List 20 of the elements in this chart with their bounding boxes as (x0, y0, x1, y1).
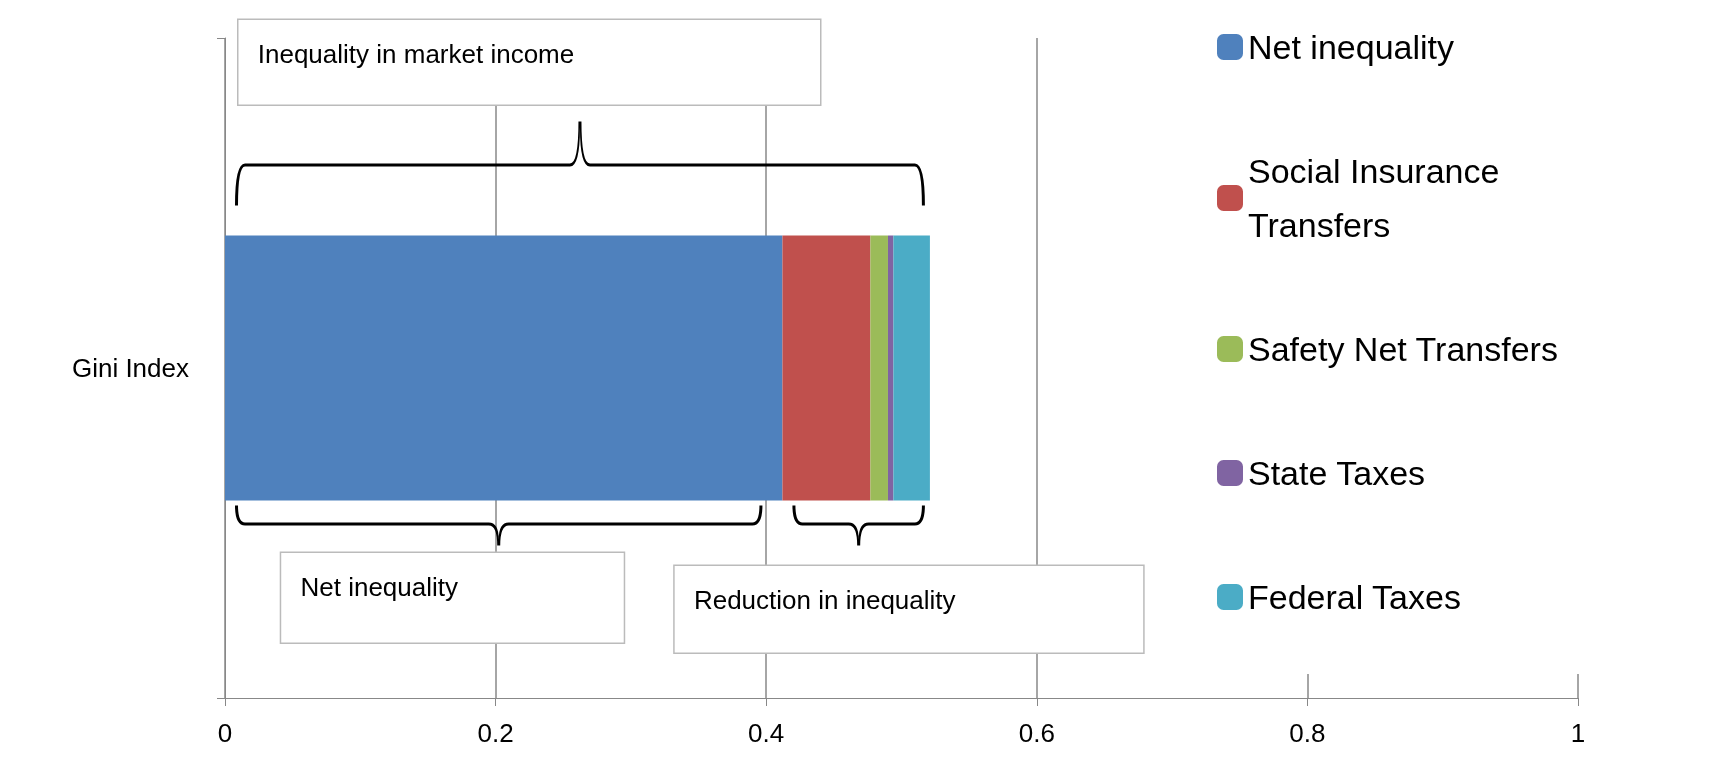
text: Reduction in inequality (693, 585, 956, 616)
legend-label: State Taxes (1248, 454, 1426, 492)
legend-label: Safety Net Transfers (1248, 330, 1558, 368)
legend-label: Social Insurance Transfers (1248, 152, 1509, 244)
x-tick-label: 0.4 (748, 718, 785, 748)
bar (893, 235, 930, 501)
bar (887, 235, 894, 501)
legend-label: Net inequality (1248, 28, 1455, 66)
bar (870, 235, 888, 501)
x-tick-label: 0 (217, 718, 233, 748)
x-tick-label: 0.2 (477, 718, 514, 748)
x-tick-label: 0.6 (1018, 718, 1055, 748)
bar (225, 235, 783, 501)
x-tick-label: 0.8 (1289, 718, 1326, 748)
legend-label: Federal Taxes (1248, 578, 1461, 616)
bar (782, 235, 871, 501)
x-tick-label: 1 (1570, 718, 1586, 748)
y-tick-label: Gini Index (71, 353, 189, 383)
text: Inequality in market income (257, 39, 575, 70)
text: Net inequality (300, 572, 459, 603)
